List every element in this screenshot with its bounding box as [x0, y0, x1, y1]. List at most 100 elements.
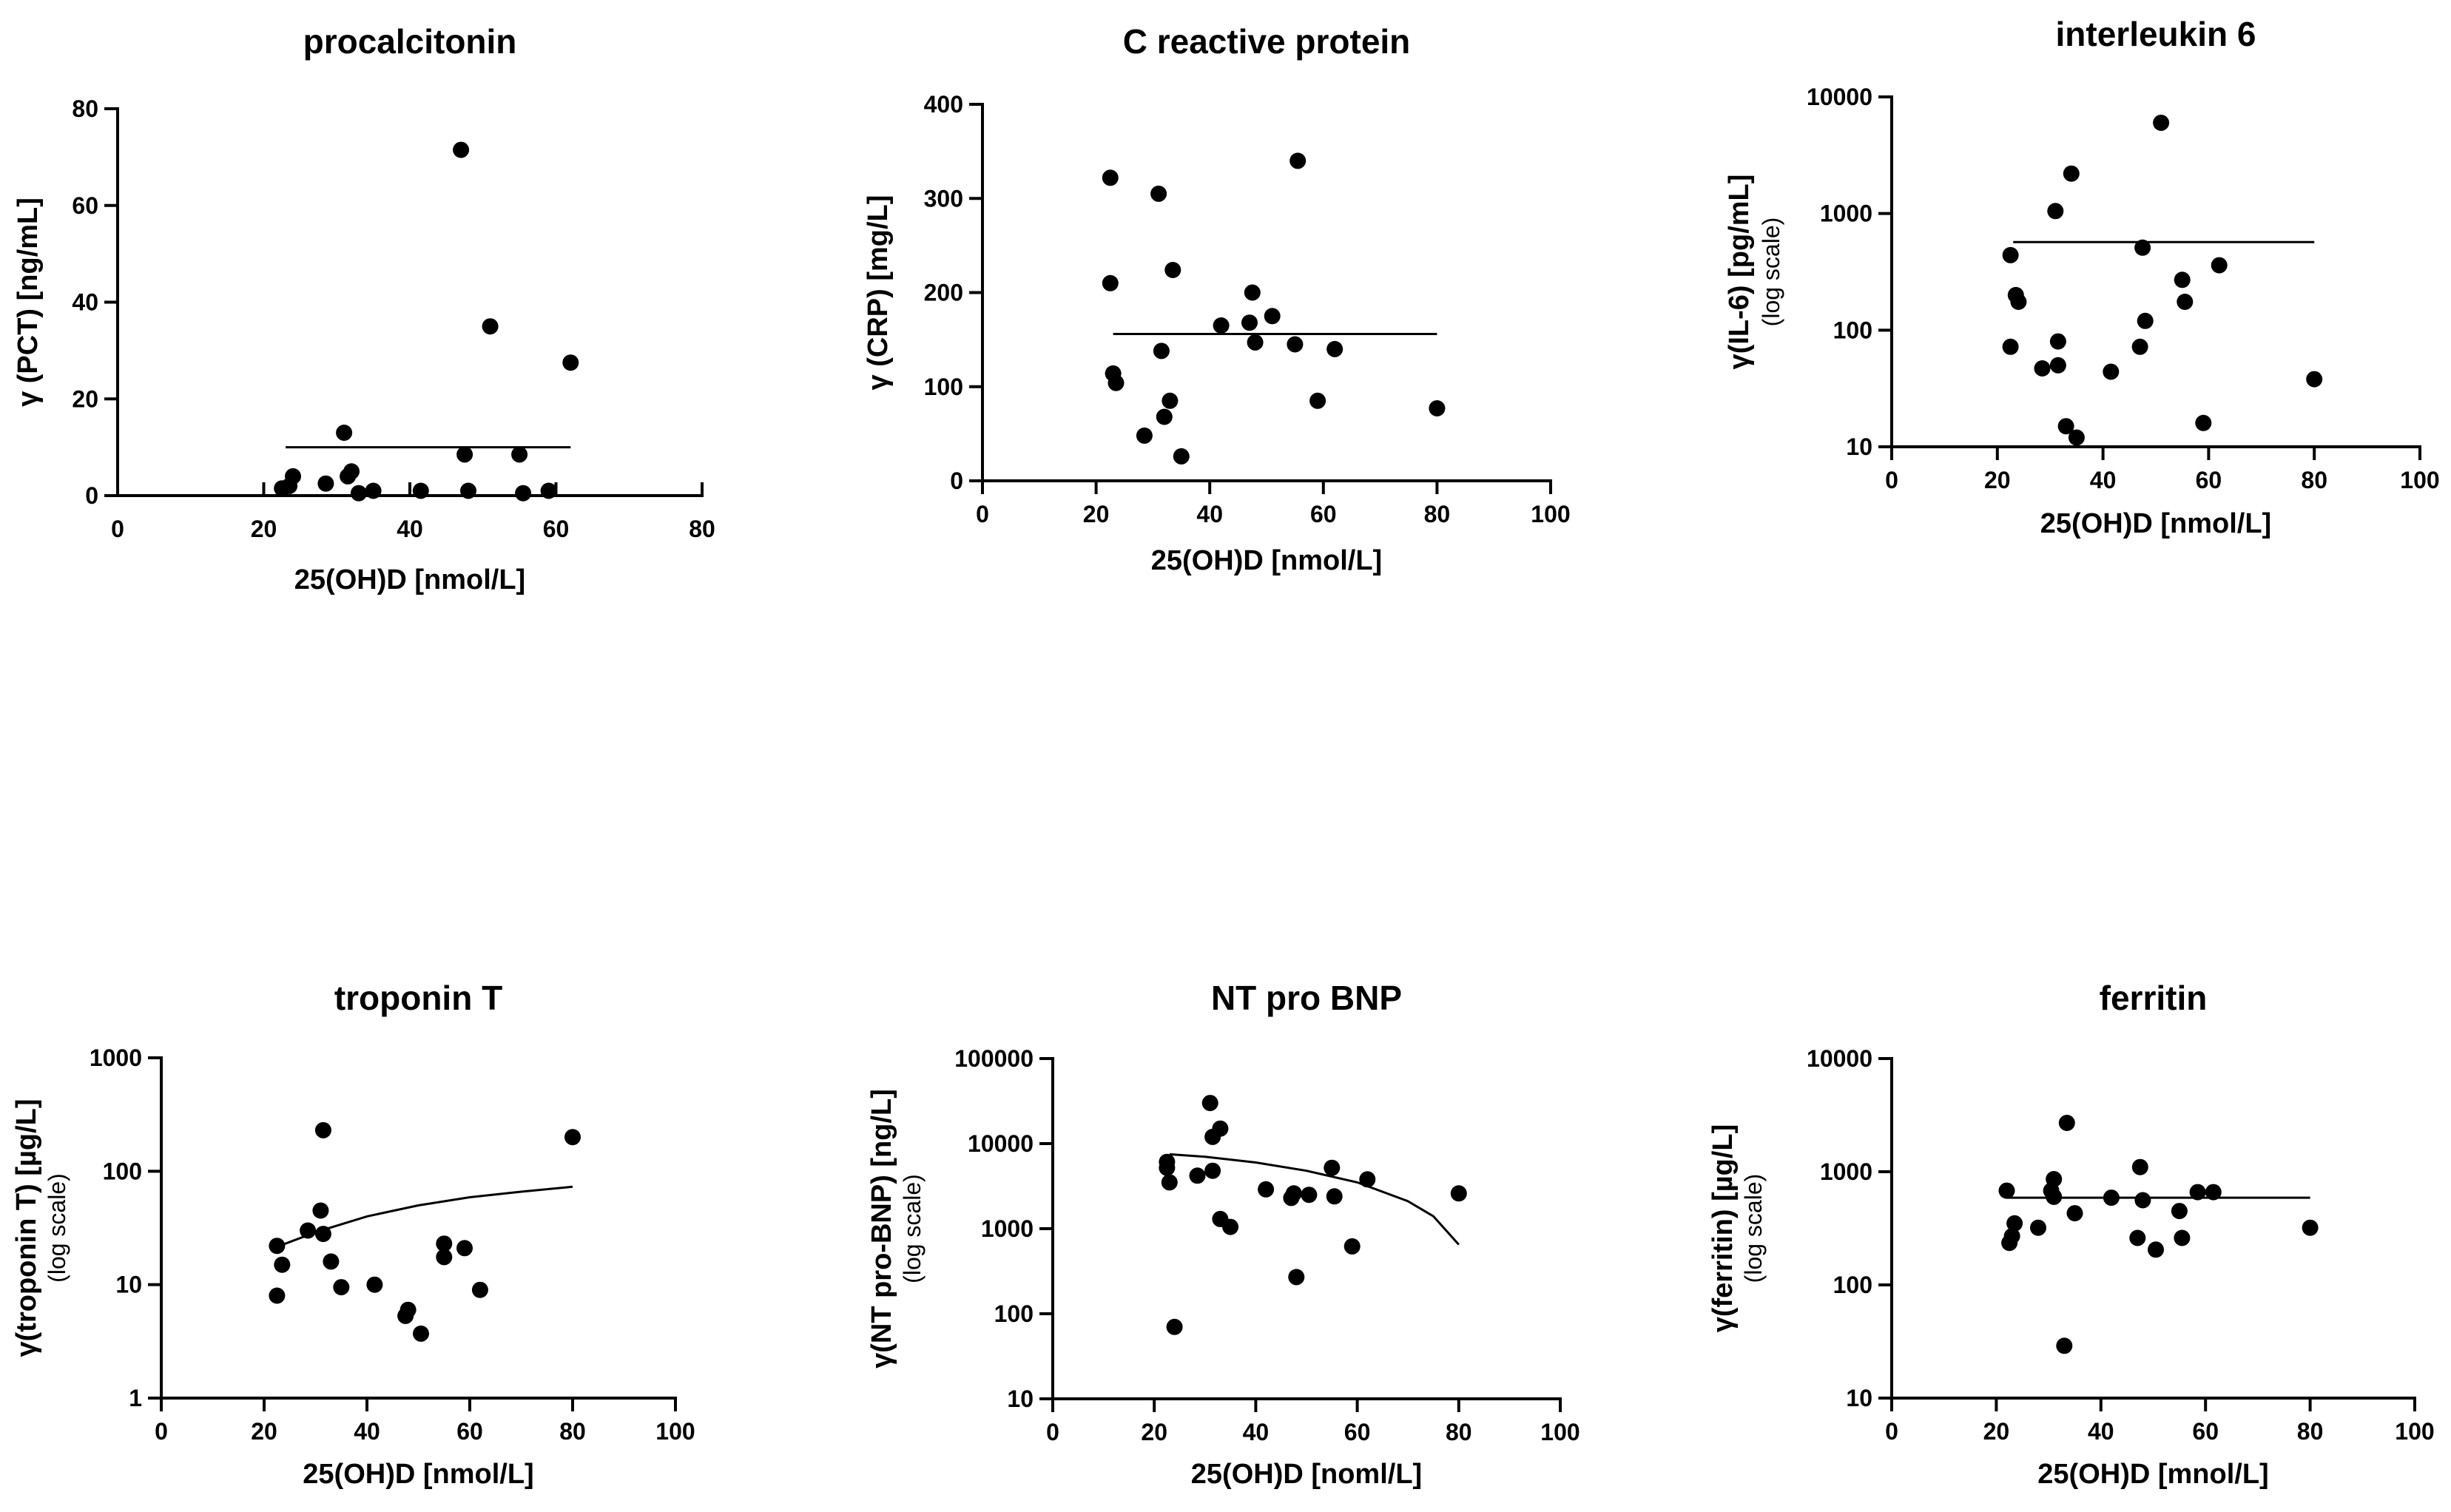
procalcitonin-data-point — [317, 475, 334, 492]
procalcitonin-y-label: γ (PCT) [ng/mL] — [13, 198, 44, 407]
ferritin-y-tick-label: 1000 — [1820, 1158, 1872, 1185]
interleukin-6-data-point — [2195, 414, 2212, 431]
nt-pro-bnp-fit-line — [1169, 1152, 1460, 1246]
nt-pro-bnp-data-point — [1285, 1185, 1302, 1202]
ferritin-data-point — [2003, 1228, 2020, 1244]
ferritin-y-label: γ(ferritin) [µg/L] — [1707, 1124, 1739, 1333]
c-reactive-protein-y-tick-label: 200 — [924, 280, 963, 306]
procalcitonin-data-point — [456, 446, 473, 463]
nt-pro-bnp-x-tick-label: 100 — [1540, 1419, 1580, 1445]
troponin-t-x-tick-label: 20 — [251, 1418, 277, 1445]
c-reactive-protein-data-point — [1241, 314, 1258, 331]
troponin-t-data-point — [399, 1301, 417, 1318]
troponin-t-data-point — [323, 1253, 340, 1270]
ferritin-data-point — [2056, 1337, 2073, 1354]
c-reactive-protein-x-tick-label: 60 — [1310, 501, 1337, 527]
procalcitonin-data-point — [562, 354, 579, 371]
interleukin-6-y-label-sub: (log scale) — [1758, 217, 1784, 327]
c-reactive-protein-y-tick-label: 0 — [950, 468, 963, 494]
interleukin-6-data-point — [2177, 294, 2194, 310]
chart-troponin-t: troponin T 1 10 100 1000 0 20 40 60 80 100 25(OH)D … — [11, 979, 695, 1490]
interleukin-6-y-label: γ(IL-6) [pg/mL] — [1724, 175, 1755, 370]
c-reactive-protein-data-point — [1102, 274, 1119, 291]
troponin-t-data-point — [300, 1222, 317, 1239]
nt-pro-bnp-data-point — [1161, 1174, 1178, 1191]
troponin-t-y-tick-label: 100 — [103, 1158, 142, 1184]
interleukin-6-x-tick-label: 100 — [2400, 467, 2439, 493]
nt-pro-bnp-data-point — [1344, 1238, 1361, 1255]
troponin-t-data-point — [564, 1129, 581, 1146]
troponin-t-y-tick-label: 1000 — [90, 1044, 142, 1071]
ferritin-data-point — [2046, 1171, 2063, 1187]
procalcitonin-data-point — [460, 482, 476, 499]
nt-pro-bnp-y-tick-label: 100000 — [954, 1045, 1034, 1072]
troponin-t-x-tick-label: 0 — [155, 1418, 168, 1445]
interleukin-6-data-point — [2034, 360, 2051, 377]
c-reactive-protein-data-point — [1244, 284, 1261, 301]
nt-pro-bnp-data-point — [1258, 1181, 1275, 1198]
chart-interleukin-6: interleukin 6 10 100 1000 10000 0 20 40 60 80 100 2… — [1724, 15, 2440, 539]
procalcitonin-x-label: 25(OH)D [nmol/L] — [294, 564, 525, 595]
nt-pro-bnp-y-label: γ(NT pro-BNP) [ng/L] — [866, 1089, 897, 1368]
ferritin-data-point — [2066, 1205, 2083, 1222]
ferritin-data-point — [2205, 1184, 2222, 1201]
interleukin-6-x-tick-label: 20 — [1984, 467, 2011, 493]
procalcitonin-data-point — [343, 463, 360, 480]
troponin-t-data-point — [333, 1279, 350, 1296]
interleukin-6-data-point — [2137, 312, 2154, 329]
troponin-t-data-point — [456, 1240, 473, 1257]
procalcitonin-data-point — [285, 468, 301, 485]
c-reactive-protein-data-point — [1213, 317, 1230, 334]
c-reactive-protein-data-point — [1309, 392, 1326, 409]
nt-pro-bnp-x-tick-label: 40 — [1243, 1419, 1270, 1445]
troponin-t-data-point — [436, 1249, 453, 1266]
c-reactive-protein-y-tick-label: 400 — [924, 91, 963, 118]
c-reactive-protein-x-tick-label: 40 — [1196, 501, 1223, 527]
c-reactive-protein-y-label: γ (CRP) [mg/L] — [863, 195, 894, 391]
troponin-t-x-label: 25(OH)D [nmol/L] — [303, 1459, 533, 1490]
interleukin-6-data-point — [2131, 338, 2148, 355]
c-reactive-protein-data-point — [1173, 448, 1190, 465]
troponin-t-data-point — [314, 1226, 331, 1243]
procalcitonin-x-tick-label: 40 — [397, 516, 423, 542]
troponin-t-data-point — [413, 1325, 429, 1342]
c-reactive-protein-data-point — [1429, 400, 1446, 416]
ferritin-y-tick-label: 100 — [1833, 1272, 1872, 1298]
troponin-t-y-tick-label: 10 — [115, 1272, 142, 1298]
interleukin-6-title: interleukin 6 — [2056, 15, 2256, 53]
nt-pro-bnp-x-tick-label: 0 — [1046, 1419, 1059, 1445]
interleukin-6-data-point — [2049, 357, 2066, 374]
interleukin-6-data-point — [2002, 246, 2019, 263]
interleukin-6-data-point — [2306, 371, 2323, 388]
procalcitonin-data-point — [453, 141, 470, 158]
nt-pro-bnp-x-tick-label: 60 — [1344, 1419, 1371, 1445]
procalcitonin-y-tick-label: 0 — [85, 482, 98, 509]
c-reactive-protein-data-point — [1164, 262, 1181, 278]
interleukin-6-y-tick-label: 10000 — [1807, 84, 1872, 110]
nt-pro-bnp-data-point — [1324, 1159, 1341, 1176]
nt-pro-bnp-data-point — [1166, 1318, 1183, 1335]
c-reactive-protein-data-point — [1153, 342, 1170, 360]
troponin-t-x-tick-label: 60 — [456, 1418, 483, 1445]
interleukin-6-x-tick-label: 80 — [2301, 467, 2327, 493]
ferritin-data-point — [2006, 1215, 2023, 1232]
interleukin-6-x-tick-label: 40 — [2090, 467, 2117, 493]
c-reactive-protein-data-point — [1289, 152, 1307, 169]
troponin-t-data-point — [312, 1202, 329, 1219]
interleukin-6-x-tick-label: 0 — [1885, 467, 1898, 493]
nt-pro-bnp-data-point — [1159, 1153, 1176, 1170]
troponin-t-y-label-sub: (log scale) — [44, 1173, 70, 1283]
ferritin-data-point — [2129, 1229, 2146, 1246]
nt-pro-bnp-data-point — [1326, 1188, 1343, 1205]
ferritin-data-point — [2046, 1188, 2063, 1205]
troponin-t-x-tick-label: 100 — [655, 1418, 695, 1445]
interleukin-6-data-point — [2010, 294, 2027, 310]
troponin-t-title: troponin T — [334, 979, 502, 1017]
troponin-t-y-label: γ(troponin T) [µg/L] — [11, 1098, 42, 1357]
nt-pro-bnp-x-label: 25(OH)D [noml/L] — [1191, 1459, 1422, 1490]
ferritin-data-point — [2148, 1241, 2164, 1258]
chart-ferritin: ferritin 10 100 1000 10000 0 20 40 60 80 100 25(OH)… — [1707, 979, 2435, 1490]
ferritin-x-tick-label: 60 — [2192, 1418, 2219, 1445]
ferritin-x-tick-label: 40 — [2088, 1418, 2114, 1445]
